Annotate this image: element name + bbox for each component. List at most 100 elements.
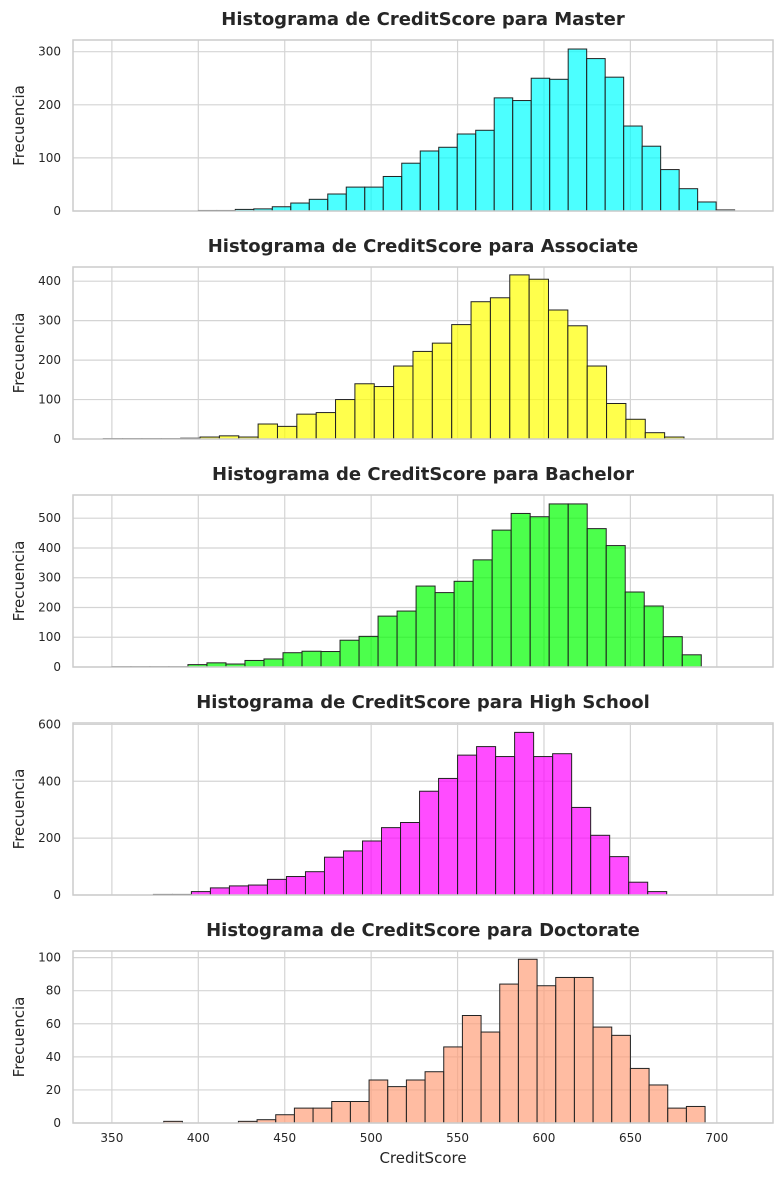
- y-tick-label: 100: [38, 630, 61, 644]
- histogram-bar: [443, 1046, 463, 1124]
- plot-frame: [72, 39, 774, 212]
- histogram-bar: [456, 133, 477, 212]
- y-tick-label: 0: [53, 660, 61, 674]
- histogram-bar: [472, 559, 493, 668]
- histogram-bar: [509, 274, 530, 440]
- histogram-bar: [424, 1071, 445, 1124]
- y-tick-label: 100: [38, 151, 61, 165]
- histogram-bar: [552, 753, 573, 896]
- histogram-bar: [495, 756, 516, 896]
- histogram-bar: [648, 1084, 669, 1124]
- plot-frame: [72, 494, 774, 668]
- histogram-bar: [290, 202, 310, 212]
- y-tick-label: 100: [38, 951, 61, 965]
- histogram-bar: [275, 1114, 295, 1124]
- histogram-bar: [623, 125, 643, 212]
- histogram-bar: [451, 324, 472, 440]
- x-tick-label: 550: [446, 1131, 469, 1145]
- histogram-bar: [323, 856, 344, 896]
- histogram-bar: [266, 878, 287, 896]
- histogram-bar: [457, 754, 478, 896]
- histogram-panel-2: 0 100 200 300 400 Histograma de CreditScore p…: [10, 236, 774, 446]
- histogram-bar: [530, 77, 551, 212]
- histogram-bar: [493, 97, 514, 212]
- y-tick-label: 200: [38, 600, 61, 614]
- histogram-panel-3: 0 100 200 300 400 500 Histograma de CreditScor…: [10, 464, 774, 674]
- histogram-bar: [331, 1101, 351, 1124]
- histogram-bar: [438, 146, 458, 212]
- y-axis-label: Frecuencia: [10, 541, 28, 622]
- plot-frame: [72, 722, 774, 896]
- histogram-bar: [285, 876, 306, 896]
- histogram-bar: [244, 659, 265, 668]
- histogram-bar: [667, 1107, 687, 1124]
- histogram-bar: [304, 871, 325, 896]
- histogram-bar: [685, 1105, 706, 1124]
- histogram-bar: [499, 983, 519, 1124]
- histogram-bar: [368, 1079, 389, 1124]
- histogram-bar: [358, 635, 379, 668]
- chart-title: Histograma de CreditScore para Doctorate: [206, 920, 640, 941]
- x-axis-label: CreditScore: [379, 1149, 466, 1167]
- histogram-bar: [491, 529, 512, 668]
- histogram-bar: [573, 976, 594, 1124]
- histogram-bar: [533, 756, 554, 896]
- histogram-bar: [412, 350, 433, 440]
- chart-title: Histograma de CreditScore para Master: [221, 9, 625, 30]
- y-tick-label: 200: [38, 831, 61, 845]
- y-tick-label: 300: [38, 314, 61, 328]
- y-tick-label: 20: [46, 1083, 61, 1097]
- y-axis-label: Frecuencia: [10, 769, 28, 850]
- histogram-bar: [489, 297, 511, 440]
- histogram-bar: [396, 610, 417, 668]
- histogram-bar: [529, 516, 550, 668]
- histogram-bar: [590, 834, 611, 896]
- histogram-bar: [605, 545, 626, 668]
- histogram-bar: [517, 958, 538, 1124]
- histogram-bar: [476, 746, 497, 896]
- histogram-bar: [697, 201, 717, 212]
- histogram-bar: [567, 325, 588, 440]
- histogram-bar: [438, 777, 459, 896]
- histogram-bar: [419, 150, 440, 212]
- histogram-bar: [263, 658, 284, 668]
- histogram-bar: [604, 76, 625, 212]
- histogram-bar: [405, 1079, 426, 1124]
- histogram-bar: [335, 399, 356, 440]
- y-tick-label: 200: [38, 353, 61, 367]
- chart-title: Histograma de CreditScore para Bachelor: [212, 464, 634, 485]
- histogram-bar: [609, 856, 630, 896]
- histogram-bar: [641, 145, 662, 212]
- histogram-bar: [400, 822, 421, 896]
- y-tick-label: 40: [46, 1050, 61, 1064]
- y-tick-label: 0: [53, 1116, 61, 1130]
- histogram-bar: [625, 418, 646, 440]
- histogram-bar: [387, 1086, 407, 1124]
- histogram-bar: [660, 169, 680, 212]
- histogram-bar: [643, 605, 664, 668]
- histogram-bar: [470, 301, 491, 440]
- histogram-bar: [228, 885, 249, 896]
- histogram-bar: [377, 615, 398, 668]
- y-tick-label: 80: [46, 984, 61, 998]
- histogram-bar: [339, 639, 360, 668]
- histogram-bar: [362, 840, 383, 896]
- histogram-bar: [611, 1034, 631, 1124]
- histogram-bar: [342, 850, 364, 896]
- y-tick-label: 60: [46, 1017, 61, 1031]
- y-tick-label: 400: [38, 541, 61, 555]
- histogram-bar: [528, 278, 549, 440]
- histogram-bar: [567, 503, 588, 668]
- plot-frame: [72, 266, 774, 440]
- histogram-bar: [419, 790, 440, 896]
- histogram-bar: [571, 806, 592, 896]
- histogram-bar: [415, 585, 436, 668]
- histogram-bar: [257, 423, 278, 440]
- histogram-bar: [312, 1107, 333, 1124]
- histogram-bar: [586, 58, 606, 212]
- histogram-bar: [681, 654, 702, 668]
- histogram-bar: [453, 580, 474, 668]
- histogram-bar: [345, 186, 366, 212]
- histogram-bar: [401, 162, 421, 212]
